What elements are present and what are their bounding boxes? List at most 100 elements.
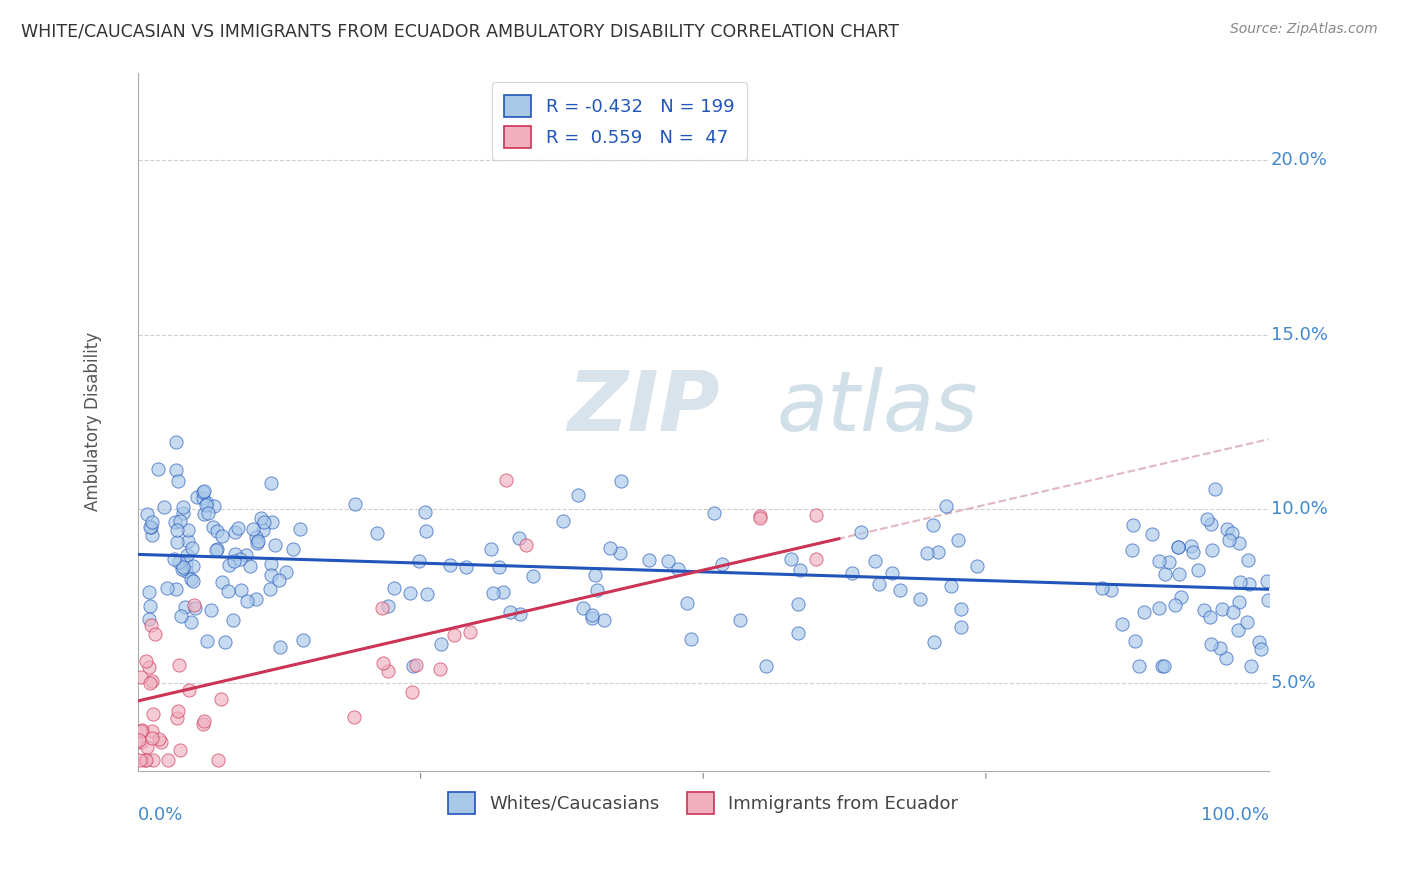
- Point: [703, 506, 725, 520]
- Point: [1215, 651, 1237, 665]
- Point: [211, 529, 233, 543]
- Point: [509, 607, 531, 621]
- Point: [1218, 533, 1240, 548]
- Point: [207, 753, 229, 767]
- Point: [202, 520, 225, 534]
- Point: [405, 658, 427, 673]
- Point: [939, 579, 962, 593]
- Point: [1199, 516, 1222, 531]
- Point: [946, 533, 969, 547]
- Point: [129, 723, 152, 738]
- Point: [599, 541, 621, 555]
- Point: [245, 591, 267, 606]
- Point: [166, 711, 188, 725]
- Point: [136, 740, 159, 755]
- Point: [205, 542, 228, 557]
- Point: [371, 601, 394, 615]
- Point: [195, 634, 218, 648]
- Point: [458, 624, 481, 639]
- Point: [148, 461, 170, 475]
- Point: [581, 608, 603, 623]
- Point: [927, 545, 949, 559]
- Point: [415, 524, 437, 539]
- Point: [163, 552, 186, 566]
- Point: [138, 659, 160, 673]
- Point: [148, 731, 170, 746]
- Point: [138, 519, 160, 533]
- Point: [935, 500, 957, 514]
- Point: [1167, 540, 1189, 554]
- Point: [915, 546, 938, 560]
- Point: [585, 582, 607, 597]
- Point: [443, 628, 465, 642]
- Point: [657, 554, 679, 568]
- Point: [224, 524, 246, 539]
- Point: [259, 582, 281, 596]
- Point: [131, 723, 153, 737]
- Point: [666, 562, 689, 576]
- Point: [183, 559, 205, 574]
- Point: [260, 557, 283, 571]
- Point: [1211, 602, 1233, 616]
- Point: [1195, 512, 1218, 526]
- Point: [966, 559, 988, 574]
- Point: [224, 547, 246, 561]
- Point: [481, 586, 503, 600]
- Point: [143, 627, 166, 641]
- Point: [1227, 536, 1250, 550]
- Point: [1237, 576, 1260, 591]
- Point: [1257, 592, 1279, 607]
- Point: [1170, 590, 1192, 604]
- Point: [454, 559, 477, 574]
- Point: [572, 601, 595, 615]
- Point: [235, 593, 257, 607]
- Point: [1256, 574, 1278, 588]
- Point: [221, 613, 243, 627]
- Point: [748, 510, 770, 524]
- Point: [169, 514, 191, 528]
- Point: [211, 574, 233, 589]
- Point: [748, 509, 770, 524]
- Point: [167, 658, 190, 673]
- Point: [1150, 659, 1173, 673]
- Point: [194, 499, 217, 513]
- Point: [865, 554, 887, 568]
- Point: [676, 596, 699, 610]
- Point: [202, 499, 225, 513]
- Point: [176, 548, 198, 562]
- Point: [492, 585, 515, 599]
- Text: 10.0%: 10.0%: [1271, 500, 1327, 518]
- Point: [439, 558, 461, 572]
- Point: [1199, 637, 1222, 651]
- Point: [402, 659, 425, 673]
- Point: [209, 691, 232, 706]
- Point: [1250, 641, 1272, 656]
- Point: [260, 568, 283, 582]
- Point: [1128, 659, 1150, 673]
- Text: ZIP: ZIP: [568, 368, 720, 449]
- Point: [193, 484, 215, 499]
- Point: [218, 558, 240, 573]
- Point: [377, 664, 399, 678]
- Point: [730, 613, 752, 627]
- Point: [186, 491, 208, 505]
- Point: [710, 557, 733, 571]
- Point: [889, 582, 911, 597]
- Point: [1204, 483, 1226, 497]
- Text: Ambulatory Disability: Ambulatory Disability: [84, 333, 101, 511]
- Point: [950, 620, 973, 634]
- Point: [142, 753, 165, 767]
- Point: [1227, 624, 1250, 638]
- Point: [922, 517, 945, 532]
- Point: [138, 612, 160, 626]
- Point: [141, 731, 163, 745]
- Point: [373, 657, 395, 671]
- Point: [281, 541, 304, 556]
- Point: [1122, 518, 1144, 533]
- Point: [1220, 525, 1243, 540]
- Point: [787, 597, 810, 611]
- Point: [245, 529, 267, 543]
- Point: [1181, 544, 1204, 558]
- Point: [166, 535, 188, 549]
- Point: [191, 716, 214, 731]
